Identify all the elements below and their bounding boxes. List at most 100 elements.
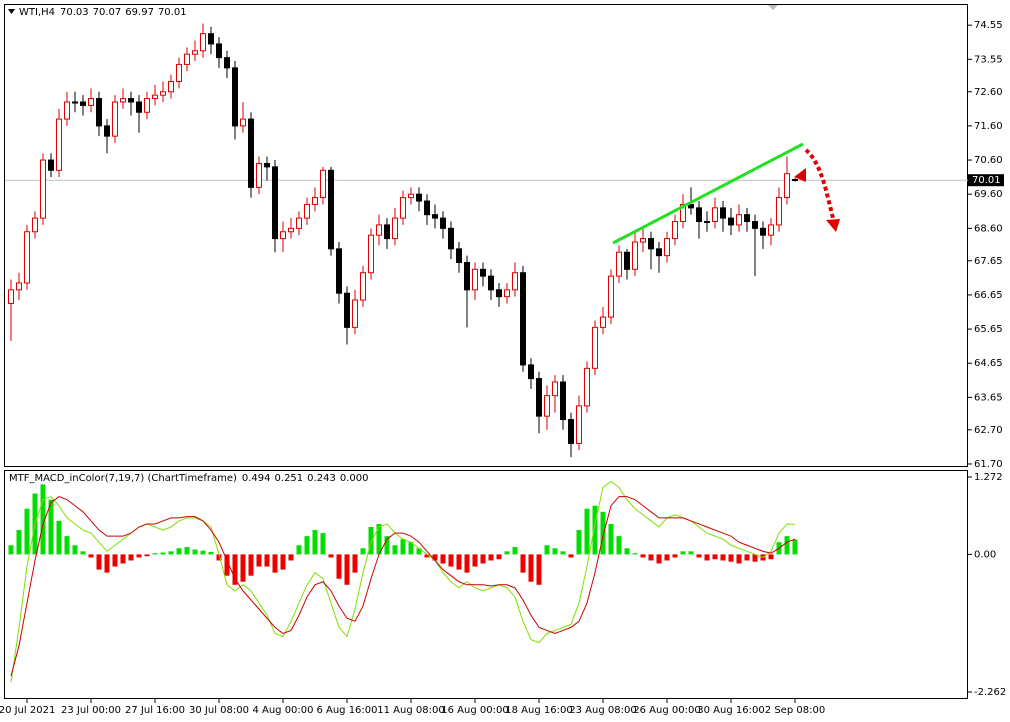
candle-body (8, 289, 14, 304)
histogram-bar (392, 545, 398, 555)
histogram-bar (584, 508, 590, 555)
candle-body (32, 217, 38, 233)
candle-body (296, 217, 302, 229)
trend-line[interactable] (612, 142, 804, 245)
histogram-bar (640, 554, 646, 558)
histogram-bar (688, 551, 694, 555)
last-price-box (968, 174, 1004, 187)
candle-body (336, 248, 342, 294)
candle-body (256, 162, 262, 188)
candle-body (600, 316, 606, 328)
histogram-bar (336, 554, 342, 579)
candle-body (632, 241, 638, 270)
y-tick-label: 73.55 (974, 54, 1003, 65)
candle-body (528, 364, 534, 380)
candle-body (464, 261, 470, 291)
histogram-bar (696, 554, 702, 558)
x-tick-label: 20 Jul 2021 (0, 705, 55, 716)
histogram-bar (208, 551, 214, 555)
histogram-bar (616, 536, 622, 555)
candle-body (384, 224, 390, 240)
y-tick-label: 63.65 (974, 392, 1003, 403)
candle-body (408, 193, 414, 199)
candle-body (152, 94, 158, 100)
histogram-bar (152, 553, 158, 555)
candle-body (496, 289, 502, 298)
histogram-bar (400, 539, 406, 555)
candle-body (40, 159, 46, 219)
menu-marker[interactable] (8, 9, 15, 14)
candle-body (272, 166, 278, 240)
x-tick-label: 2 Sep 08:00 (765, 705, 825, 716)
candle-body (792, 179, 798, 182)
histogram-bar (424, 554, 430, 558)
candle-body (280, 231, 286, 240)
candle-body (720, 207, 726, 219)
histogram-bar (504, 551, 510, 555)
candle-body (160, 91, 166, 96)
candle-body (648, 238, 654, 250)
header-signal: 0.251 (275, 473, 304, 484)
histogram-bar (40, 484, 46, 555)
histogram-bar (656, 554, 662, 564)
histogram-bar (240, 554, 246, 582)
candle-body (176, 63, 182, 83)
candle-body (248, 118, 254, 188)
histogram-bar (128, 554, 134, 561)
candle-body (312, 197, 318, 205)
histogram-bar (448, 554, 454, 567)
candle-body (488, 275, 494, 291)
histogram-bar (704, 554, 710, 561)
candle-body (288, 227, 294, 233)
histogram-bar (344, 554, 350, 585)
histogram-bar (216, 554, 222, 561)
histogram-bar (544, 545, 550, 555)
shift-marker (768, 5, 778, 10)
y-tick-label: 70.60 (974, 155, 1003, 166)
header-histogram: 0.243 (307, 473, 336, 484)
candle-body (512, 272, 518, 291)
indicator-header: MTF_MACD_inColor(7,19,7) (ChartTimeframe… (9, 473, 368, 484)
macd-line (10, 496, 796, 677)
histogram-bar (104, 554, 110, 573)
histogram-bar (56, 520, 62, 555)
candle-body (448, 227, 454, 250)
histogram-bar (200, 550, 206, 555)
histogram-bar (96, 554, 102, 570)
histogram-bar (184, 547, 190, 555)
candle-body (112, 101, 118, 137)
candle-body (544, 395, 550, 417)
candle-body (360, 272, 366, 301)
x-tick-label: 30 Jul 08:00 (189, 705, 249, 716)
candle-body (616, 251, 622, 277)
histogram-bar (304, 536, 310, 555)
candle-body (536, 378, 542, 417)
histogram-bar (136, 554, 142, 558)
histogram-bar (432, 554, 438, 561)
y-tick-label: 66.65 (974, 290, 1003, 301)
histogram-bar (488, 554, 494, 561)
candle-body (688, 203, 694, 209)
candle-body (656, 248, 662, 257)
candle-body (128, 98, 134, 103)
candle-body (424, 200, 430, 216)
histogram-bar (496, 554, 502, 560)
x-tick-label: 27 Jul 16:00 (125, 705, 185, 716)
y-tick-label: 62.70 (974, 425, 1003, 436)
histogram-bar (664, 554, 670, 561)
candle-body (320, 169, 326, 199)
histogram-bar (72, 545, 78, 555)
candle-body (752, 221, 758, 229)
candle-body (784, 173, 790, 199)
histogram-bar (784, 536, 790, 555)
histogram-bar (176, 548, 182, 555)
candle-body (576, 405, 582, 444)
histogram-bar (320, 533, 326, 555)
candle-body (136, 101, 142, 113)
histogram-bar (672, 554, 678, 558)
candle-body (224, 57, 230, 69)
candle-body (192, 50, 198, 55)
candle-body (440, 217, 446, 229)
